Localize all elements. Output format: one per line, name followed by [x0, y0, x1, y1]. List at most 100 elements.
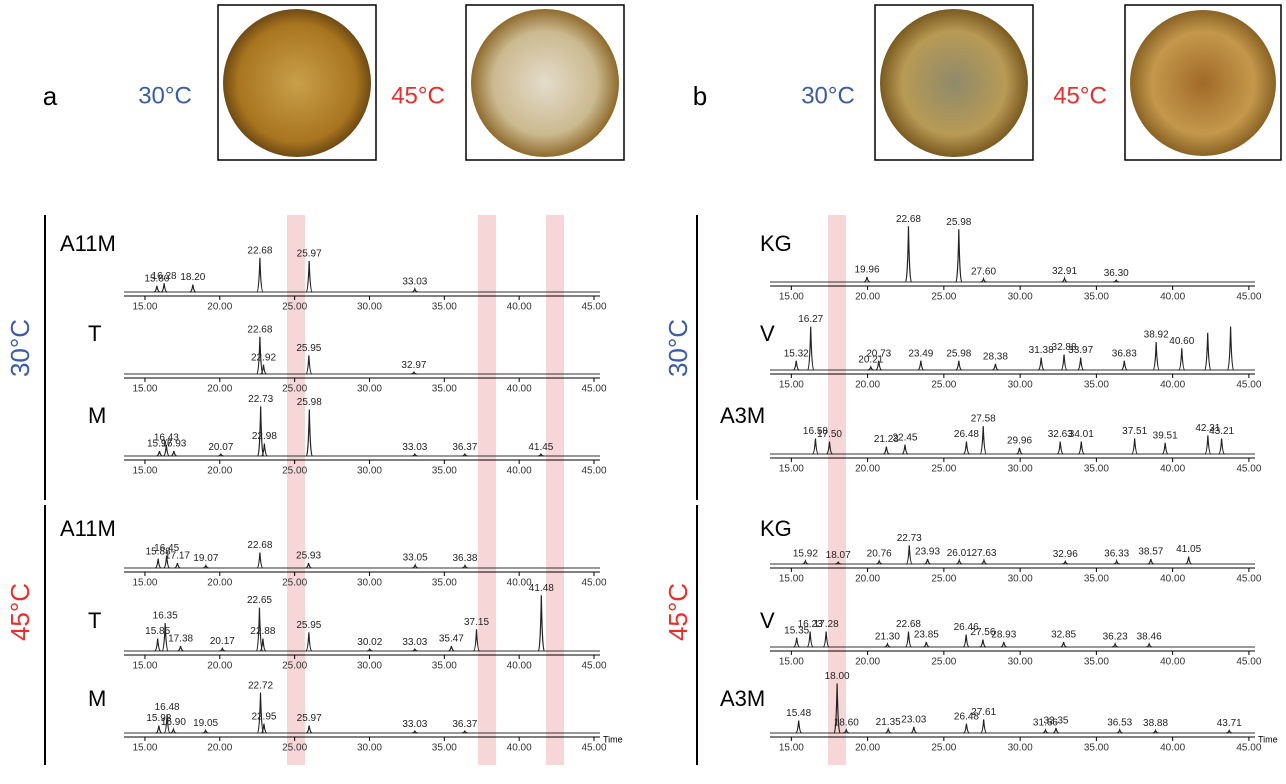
peak-label: 15.92 — [793, 549, 818, 560]
peak — [170, 729, 176, 733]
peak-label: 25.93 — [296, 551, 321, 562]
peak — [155, 559, 161, 568]
peak — [796, 721, 802, 733]
x-tick-label: 20.00 — [855, 292, 880, 303]
x-tick-label: 45.00 — [1236, 464, 1261, 475]
temperature-label: 30°C — [801, 82, 855, 109]
peak-label: 28.93 — [991, 630, 1016, 641]
x-tick-label: 30.00 — [1008, 743, 1033, 754]
peak — [794, 638, 800, 647]
x-tick-label: 25.00 — [282, 661, 307, 672]
x-tick-label: 40.00 — [507, 661, 532, 672]
x-tick-label: 35.00 — [1084, 292, 1109, 303]
x-tick-label: 15.00 — [779, 743, 804, 754]
peak-label: 36.53 — [1107, 718, 1132, 729]
peak — [963, 442, 969, 454]
x-tick-label: 30.00 — [357, 302, 382, 313]
peak-label: 32.96 — [1053, 549, 1078, 560]
sample-name: M — [88, 403, 106, 428]
x-tick-label: 20.00 — [207, 661, 232, 672]
peak-label: 21.35 — [876, 717, 901, 728]
x-tick-label: 45.00 — [1236, 657, 1261, 668]
peak-label: 32.91 — [1052, 266, 1077, 277]
peak-label: 22.65 — [247, 595, 272, 606]
peak-label: 21.30 — [875, 632, 900, 643]
x-tick-label: 35.00 — [432, 743, 457, 754]
x-tick-label: 35.00 — [1084, 380, 1109, 391]
peak — [1062, 278, 1068, 282]
x-tick-label: 25.00 — [282, 743, 307, 754]
peak — [1121, 361, 1127, 370]
x-tick-label: 15.00 — [779, 657, 804, 668]
x-tick-label: 25.00 — [282, 384, 307, 395]
peak — [538, 595, 544, 651]
x-tick-label: 15.00 — [779, 292, 804, 303]
figure: a b 30°C45°C30°C45°C30°C45°C30°C45°CA11M… — [0, 0, 1286, 779]
x-tick-label: 15.00 — [132, 302, 157, 313]
peak-label: 25.98 — [297, 397, 322, 408]
peak-label: 22.68 — [896, 214, 921, 225]
x-tick-label: 45.00 — [1236, 292, 1261, 303]
peak-label: 23.85 — [914, 630, 939, 641]
peak — [956, 229, 962, 282]
group-label: 45°C — [663, 583, 693, 641]
sample-name: M — [88, 686, 106, 711]
peak — [306, 632, 312, 651]
peak-label: 17.17 — [165, 551, 190, 562]
x-tick-label: 30.00 — [1008, 657, 1033, 668]
x-tick-label: 25.00 — [282, 302, 307, 313]
peak — [190, 285, 196, 292]
x-tick-label: 40.00 — [507, 302, 532, 313]
peak-label: 36.33 — [1104, 549, 1129, 560]
highlight-band — [478, 215, 496, 765]
peak-label: 26.48 — [954, 429, 979, 440]
peak — [1057, 442, 1063, 454]
peak-label: 41.48 — [529, 583, 554, 594]
peak — [1078, 358, 1084, 370]
peak-label: 22.95 — [251, 711, 276, 722]
peak-label: 16.35 — [153, 611, 178, 622]
petri-dish — [1130, 10, 1276, 156]
peak — [883, 447, 889, 454]
peak — [885, 729, 891, 733]
peak-label: 38.92 — [1144, 330, 1169, 341]
sample-name: A11M — [60, 516, 116, 541]
peak-label: 38.57 — [1138, 547, 1163, 558]
peak-label: 22.92 — [251, 352, 276, 363]
peak — [1053, 728, 1059, 733]
x-tick-label: 35.00 — [432, 384, 457, 395]
x-tick-label: 45.00 — [581, 466, 606, 477]
peak-label: 19.07 — [193, 553, 218, 564]
x-tick-label: 40.00 — [1160, 657, 1185, 668]
x-tick-label: 30.00 — [357, 743, 382, 754]
peak-label: 25.98 — [946, 217, 971, 228]
peak — [257, 258, 263, 292]
x-tick-label: 45.00 — [581, 578, 606, 589]
peak — [1179, 348, 1185, 370]
peak — [812, 439, 818, 455]
x-tick-label: 15.00 — [132, 661, 157, 672]
temperature-label: 30°C — [138, 82, 192, 109]
peak-label: 33.05 — [403, 553, 428, 564]
peak — [1038, 358, 1044, 370]
x-tick-label: 45.00 — [581, 661, 606, 672]
peak-label: 16.90 — [161, 717, 186, 728]
peak — [1001, 642, 1007, 647]
peak-label: 25.97 — [297, 713, 322, 724]
peak-label: 22.68 — [247, 324, 272, 335]
peak — [963, 635, 969, 647]
peak-label: 18.20 — [180, 272, 205, 283]
sample-name: KG — [760, 516, 792, 541]
peak-label: 33.03 — [402, 442, 427, 453]
peak — [1148, 559, 1154, 564]
x-tick-label: 20.00 — [855, 464, 880, 475]
peak-label: 33.03 — [402, 637, 427, 648]
x-tick-label: 25.00 — [931, 292, 956, 303]
peak — [981, 719, 987, 733]
peak — [306, 410, 312, 457]
x-tick-label: 20.00 — [855, 574, 880, 585]
x-tick-label: 25.00 — [931, 380, 956, 391]
x-tick-label: 25.00 — [282, 466, 307, 477]
peak — [992, 364, 998, 370]
peak-label: 35.47 — [439, 634, 464, 645]
